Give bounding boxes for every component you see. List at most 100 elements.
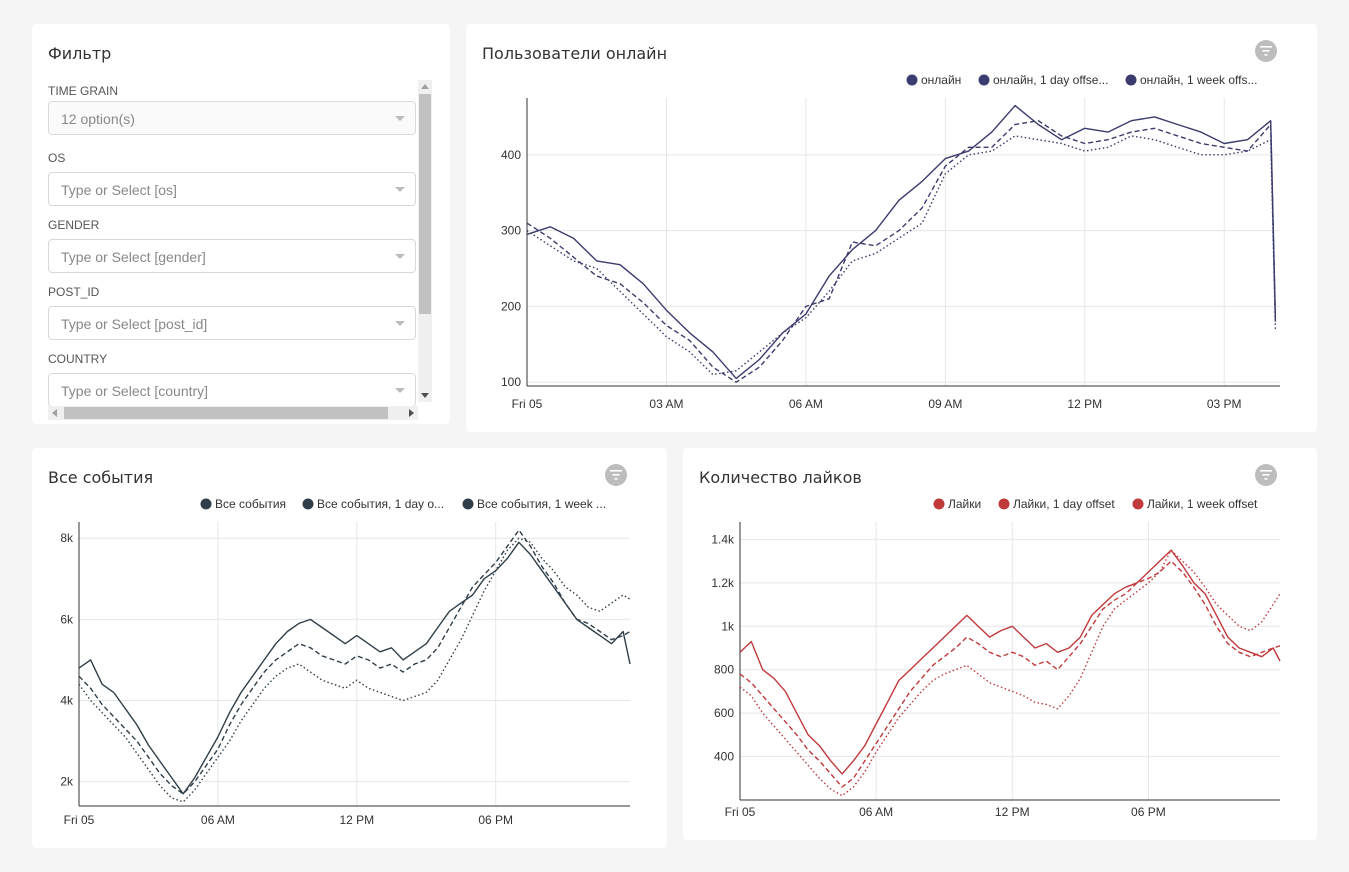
scroll-down-icon[interactable] bbox=[421, 393, 429, 398]
legend-label: Лайки, 1 day offset bbox=[1013, 497, 1115, 511]
x-tick-label: 03 AM bbox=[649, 397, 683, 411]
legend-dot-icon bbox=[998, 498, 1010, 510]
series-line-solid bbox=[78, 541, 631, 795]
y-tick-label: 1.4k bbox=[711, 532, 735, 546]
x-tick-label: 12 PM bbox=[1067, 397, 1102, 411]
chart-title: Количество лайков bbox=[699, 468, 862, 487]
horizontal-scrollbar[interactable] bbox=[48, 406, 418, 420]
x-tick-label: 06 AM bbox=[789, 397, 823, 411]
gender-placeholder: Type or Select [gender] bbox=[61, 249, 206, 265]
chart-title: Все события bbox=[48, 468, 154, 487]
legend-label: Лайки bbox=[948, 497, 981, 511]
os-placeholder: Type or Select [os] bbox=[61, 182, 177, 198]
legend-dot-icon bbox=[906, 74, 918, 86]
time-grain-value: 12 option(s) bbox=[61, 111, 135, 127]
legend-label: онлайн, 1 week offs... bbox=[1140, 73, 1257, 87]
y-tick-label: 4k bbox=[60, 694, 74, 708]
filter-title: Фильтр bbox=[48, 44, 112, 63]
legend-item[interactable]: Все события, 1 day o... bbox=[302, 497, 445, 511]
y-tick-label: 600 bbox=[714, 706, 734, 720]
legend-item[interactable]: Лайки, 1 day offset bbox=[998, 497, 1116, 511]
series-line-solid bbox=[739, 549, 1281, 775]
scrollbar-thumb[interactable] bbox=[64, 407, 388, 419]
filter-icon bbox=[610, 470, 622, 480]
legend-label: Все события, 1 week ... bbox=[477, 497, 606, 511]
y-tick-label: 800 bbox=[714, 663, 734, 677]
y-tick-label: 100 bbox=[501, 375, 521, 389]
x-tick-label: 09 AM bbox=[928, 397, 962, 411]
chart-menu-button[interactable] bbox=[1255, 464, 1277, 486]
filter-icon bbox=[1260, 46, 1272, 56]
post-id-placeholder: Type or Select [post_id] bbox=[61, 316, 208, 332]
series-line-dotted bbox=[526, 135, 1277, 376]
legend-dot-icon bbox=[978, 74, 990, 86]
chevron-down-icon bbox=[395, 254, 405, 259]
legend-label: онлайн, 1 day offse... bbox=[993, 73, 1108, 87]
online-users-card: Пользователи онлайн Fri 05 03 AM 06 AM 09 A… bbox=[466, 24, 1317, 432]
legend-item[interactable]: Лайки bbox=[933, 497, 982, 511]
chevron-down-icon bbox=[395, 116, 405, 121]
x-tick-label: 06 PM bbox=[1131, 805, 1166, 819]
post-id-select[interactable]: Type or Select [post_id] bbox=[48, 306, 416, 340]
y-tick-label: 200 bbox=[501, 299, 521, 313]
series-line-solid bbox=[526, 104, 1277, 380]
x-tick-label: 06 PM bbox=[478, 813, 513, 827]
legend-item[interactable]: онлайн, 1 day offse... bbox=[978, 73, 1109, 87]
legend-dot-icon bbox=[462, 498, 474, 510]
gender-select[interactable]: Type or Select [gender] bbox=[48, 239, 416, 273]
series-line-dashed bbox=[526, 119, 1277, 383]
scrollbar-thumb[interactable] bbox=[419, 94, 431, 314]
legend-label: Все события bbox=[215, 497, 286, 511]
legend-dot-icon bbox=[1132, 498, 1144, 510]
y-tick-label: 8k bbox=[60, 531, 74, 545]
post-id-label: POST_ID bbox=[48, 285, 100, 299]
series-line-dashed bbox=[78, 529, 631, 795]
x-tick-label: 12 PM bbox=[339, 813, 374, 827]
gender-label: GENDER bbox=[48, 218, 100, 232]
country-label: COUNTRY bbox=[48, 352, 108, 366]
chevron-down-icon bbox=[395, 388, 405, 393]
y-tick-label: 2k bbox=[60, 775, 74, 789]
chart-menu-button[interactable] bbox=[605, 464, 627, 486]
filter-card: Фильтр TIME GRAIN 12 option(s) OS Type o… bbox=[32, 24, 450, 424]
vertical-scrollbar[interactable] bbox=[418, 80, 432, 402]
x-tick-label: 03 PM bbox=[1207, 397, 1242, 411]
x-tick-label: Fri 05 bbox=[725, 805, 756, 819]
legend-label: Все события, 1 day o... bbox=[317, 497, 444, 511]
likes-chart: Fri 05 06 AM 12 PM 06 PM 400 600 800 1k 1.2k 1.4k… bbox=[711, 497, 1281, 819]
time-grain-select[interactable]: 12 option(s) bbox=[48, 101, 416, 135]
legend-dot-icon bbox=[933, 498, 945, 510]
country-select[interactable]: Type or Select [country] bbox=[48, 373, 416, 407]
os-select[interactable]: Type or Select [os] bbox=[48, 172, 416, 206]
chevron-down-icon bbox=[395, 321, 405, 326]
series-line-dashed bbox=[739, 560, 1281, 788]
series-line-dotted bbox=[78, 537, 631, 803]
chart-title: Пользователи онлайн bbox=[482, 44, 668, 63]
all-events-card: Все события Fri 05 06 AM 12 PM 06 PM 2k 4k 6k 8… bbox=[32, 448, 667, 848]
y-tick-label: 1.2k bbox=[711, 576, 735, 590]
all-events-chart: Fri 05 06 AM 12 PM 06 PM 2k 4k 6k 8k Все события… bbox=[60, 497, 631, 827]
chevron-down-icon bbox=[395, 187, 405, 192]
x-tick-label: 06 AM bbox=[859, 805, 893, 819]
legend-dot-icon bbox=[200, 498, 212, 510]
y-tick-label: 400 bbox=[714, 750, 734, 764]
filter-icon bbox=[1260, 470, 1272, 480]
country-placeholder: Type or Select [country] bbox=[61, 383, 209, 399]
legend-dot-icon bbox=[302, 498, 314, 510]
legend-item[interactable]: Все события, 1 week ... bbox=[462, 497, 607, 511]
series-line-dotted bbox=[739, 549, 1281, 797]
legend-item[interactable]: онлайн, 1 week offs... bbox=[1125, 73, 1258, 87]
chart-menu-button[interactable] bbox=[1255, 40, 1277, 62]
scroll-left-icon[interactable] bbox=[52, 409, 57, 417]
legend-item[interactable]: Все события bbox=[200, 497, 287, 511]
y-tick-label: 400 bbox=[501, 148, 521, 162]
time-grain-label: TIME GRAIN bbox=[48, 84, 119, 98]
scroll-up-icon[interactable] bbox=[421, 84, 429, 89]
legend-dot-icon bbox=[1125, 74, 1137, 86]
y-tick-label: 300 bbox=[501, 224, 521, 238]
legend-label: онлайн bbox=[921, 73, 961, 87]
legend-item[interactable]: онлайн bbox=[906, 73, 962, 87]
y-tick-label: 6k bbox=[60, 612, 74, 626]
scroll-right-icon[interactable] bbox=[409, 409, 414, 417]
legend-item[interactable]: Лайки, 1 week offset bbox=[1132, 497, 1259, 511]
